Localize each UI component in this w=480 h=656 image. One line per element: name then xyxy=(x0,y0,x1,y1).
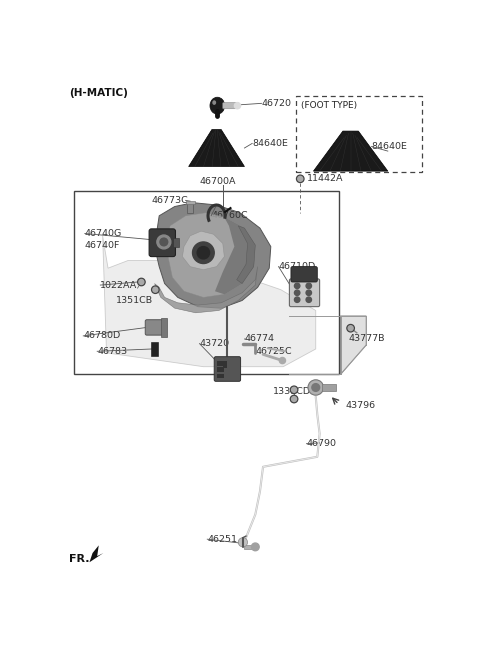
Text: 46700A: 46700A xyxy=(200,177,236,186)
Text: 1351CB: 1351CB xyxy=(116,296,153,305)
Bar xyxy=(186,201,195,204)
Circle shape xyxy=(290,396,298,403)
Circle shape xyxy=(298,176,303,181)
Circle shape xyxy=(297,175,304,182)
Text: 46740G: 46740G xyxy=(85,229,122,238)
Text: (FOOT TYPE): (FOOT TYPE) xyxy=(301,101,357,110)
Circle shape xyxy=(294,283,300,289)
Text: 46725C: 46725C xyxy=(255,347,292,356)
Text: 43720: 43720 xyxy=(200,339,229,348)
Circle shape xyxy=(306,283,312,289)
Bar xyxy=(152,342,157,356)
Text: 46780D: 46780D xyxy=(83,331,120,340)
Circle shape xyxy=(279,358,286,363)
Circle shape xyxy=(152,286,159,293)
Text: 43777B: 43777B xyxy=(348,335,385,344)
Bar xyxy=(296,96,422,172)
Polygon shape xyxy=(340,316,366,375)
Bar xyxy=(173,238,180,247)
Ellipse shape xyxy=(212,100,216,105)
Text: 11442A: 11442A xyxy=(306,174,343,183)
FancyBboxPatch shape xyxy=(145,319,166,335)
Text: 84640E: 84640E xyxy=(372,142,408,151)
FancyBboxPatch shape xyxy=(214,357,240,381)
Text: 43796: 43796 xyxy=(345,401,375,410)
Text: 46740F: 46740F xyxy=(85,241,120,249)
Bar xyxy=(187,203,193,213)
FancyBboxPatch shape xyxy=(291,266,317,282)
Bar xyxy=(217,367,224,372)
Polygon shape xyxy=(89,545,103,562)
Circle shape xyxy=(252,543,259,551)
Text: 46774: 46774 xyxy=(244,335,275,344)
Circle shape xyxy=(153,287,158,292)
Text: 46251: 46251 xyxy=(207,535,237,544)
FancyBboxPatch shape xyxy=(223,102,238,109)
Polygon shape xyxy=(155,203,271,308)
Circle shape xyxy=(294,297,300,302)
Text: 46720: 46720 xyxy=(262,99,291,108)
Text: 46760C: 46760C xyxy=(211,211,248,220)
Text: 1022AA: 1022AA xyxy=(100,281,138,289)
Text: 46773C: 46773C xyxy=(152,196,188,205)
Circle shape xyxy=(347,325,354,332)
Circle shape xyxy=(157,235,171,249)
Circle shape xyxy=(306,290,312,295)
Text: 46710D: 46710D xyxy=(278,262,316,271)
Bar xyxy=(244,544,255,549)
Polygon shape xyxy=(189,129,244,167)
Polygon shape xyxy=(237,226,255,283)
Bar xyxy=(217,374,224,379)
Circle shape xyxy=(139,279,144,285)
Circle shape xyxy=(197,247,210,259)
Text: FR.: FR. xyxy=(69,554,90,564)
Circle shape xyxy=(348,326,353,331)
Circle shape xyxy=(138,278,145,286)
Polygon shape xyxy=(103,236,316,367)
Circle shape xyxy=(192,242,214,264)
FancyBboxPatch shape xyxy=(289,279,320,306)
Circle shape xyxy=(312,384,320,392)
FancyBboxPatch shape xyxy=(149,229,176,256)
Circle shape xyxy=(306,297,312,302)
Circle shape xyxy=(294,290,300,295)
Bar xyxy=(74,191,339,375)
Circle shape xyxy=(238,538,248,547)
Bar xyxy=(217,361,224,366)
Polygon shape xyxy=(182,231,224,270)
Circle shape xyxy=(234,102,240,109)
Circle shape xyxy=(160,238,168,246)
Text: 84640E: 84640E xyxy=(252,139,288,148)
Text: 46790: 46790 xyxy=(306,440,336,448)
Polygon shape xyxy=(155,266,258,313)
Polygon shape xyxy=(313,131,388,171)
Text: (H-MATIC): (H-MATIC) xyxy=(69,88,128,98)
Circle shape xyxy=(291,397,297,401)
Text: 1339CD: 1339CD xyxy=(273,387,311,396)
Circle shape xyxy=(291,387,297,392)
Circle shape xyxy=(308,380,324,395)
Circle shape xyxy=(290,386,298,394)
Polygon shape xyxy=(167,213,255,297)
Text: 46783: 46783 xyxy=(97,347,127,356)
Ellipse shape xyxy=(210,97,225,114)
Bar xyxy=(161,318,167,337)
Bar xyxy=(322,384,336,390)
Polygon shape xyxy=(215,217,255,295)
Bar xyxy=(223,361,228,368)
